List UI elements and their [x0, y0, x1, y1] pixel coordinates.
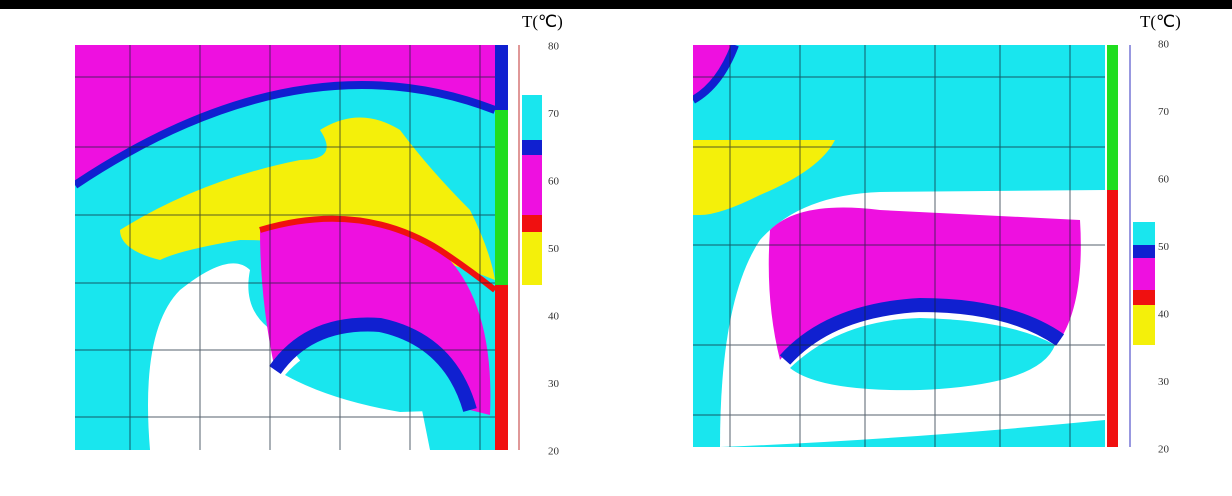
scale-tick-label: 20 — [1158, 444, 1170, 456]
scale-tick-label: 40 — [1158, 309, 1170, 321]
unit-label: T(℃) — [1140, 12, 1181, 31]
scale-tick-label: 20 — [548, 446, 560, 458]
strip-green — [1107, 45, 1118, 190]
scale-tick-label: 70 — [1158, 106, 1170, 118]
scale-tick-label: 30 — [548, 378, 560, 390]
strip-red — [495, 285, 508, 450]
thermal-image-left — [75, 45, 495, 450]
scale-tick-label: 30 — [1158, 376, 1170, 388]
top-rule — [0, 0, 1232, 9]
colorbar-right — [1133, 222, 1155, 345]
scale-tick-label: 60 — [1158, 174, 1170, 186]
scale-tick-label: 50 — [1158, 241, 1170, 253]
strip-red — [1107, 190, 1118, 447]
strip-blue — [495, 45, 508, 110]
colorbar-left — [522, 95, 542, 285]
scale-tick-label: 80 — [548, 41, 560, 53]
scale-tick-label: 50 — [548, 243, 560, 255]
scale-tick-label: 70 — [548, 108, 560, 120]
scale-tick-label: 80 — [1158, 39, 1170, 51]
scale-tick-label: 40 — [548, 311, 560, 323]
scale-tick-label: 60 — [548, 176, 560, 188]
thermal-image-right — [693, 45, 1105, 447]
strip-green — [495, 110, 508, 285]
unit-label: T(℃) — [522, 12, 563, 31]
